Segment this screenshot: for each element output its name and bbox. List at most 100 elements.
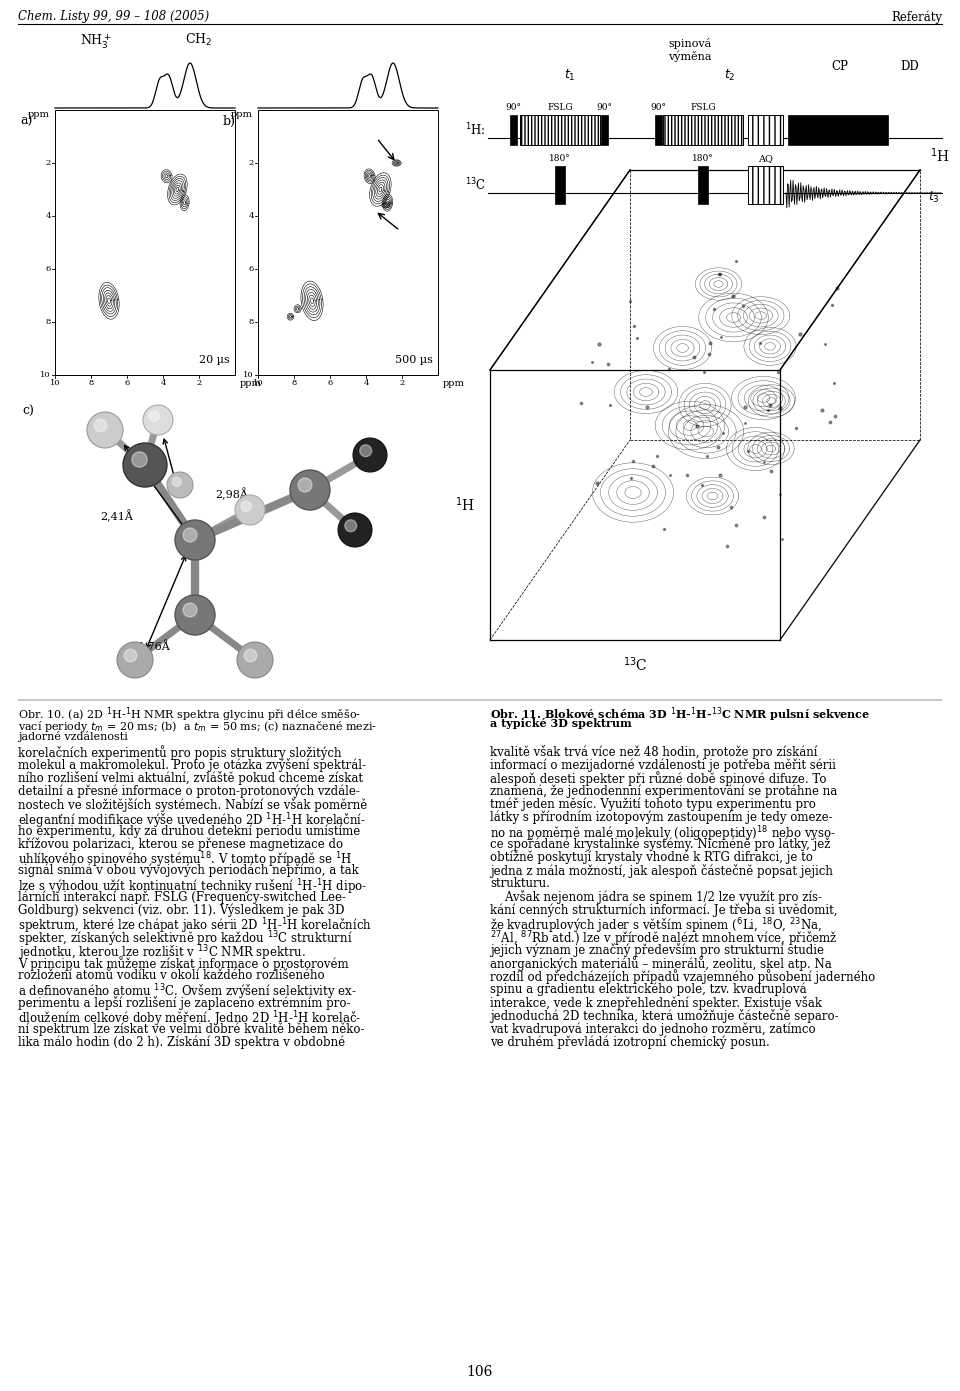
Circle shape [172,477,181,487]
Text: ppm: ppm [28,110,50,120]
Text: ve druhém převládá izotropní chemický posun.: ve druhém převládá izotropní chemický po… [490,1035,770,1049]
Point [828,277,844,299]
Text: 500 µs: 500 µs [396,355,433,364]
Point [756,506,772,529]
Text: V principu tak můžeme získat informace o prostorovém: V principu tak můžeme získat informace o… [18,956,348,971]
Point [711,263,727,285]
Text: FSLG: FSLG [547,103,573,113]
Text: 2: 2 [249,159,254,167]
Circle shape [132,452,147,467]
Text: 2,98Å: 2,98Å [215,488,248,501]
Text: Chem. Listy 99, 99 – 108 (2005): Chem. Listy 99, 99 – 108 (2005) [18,10,209,24]
Text: vací periody $t_m$ = 20 ms; (b)  a $t_m$ = 50 ms; (c) naznačené mezi-: vací periody $t_m$ = 20 ms; (b) a $t_m$ … [18,718,377,734]
Text: Obr. 10. (a) 2D $^1$H-$^1$H NMR spektra glycinu při délce směšo-: Obr. 10. (a) 2D $^1$H-$^1$H NMR spektra … [18,705,361,723]
Point [702,332,717,355]
Text: 2: 2 [399,378,404,387]
Text: NH$_3^+$: NH$_3^+$ [80,32,112,51]
Text: strukturu.: strukturu. [490,876,550,890]
Point [630,327,645,349]
Point [685,345,701,367]
Point [626,316,641,338]
Circle shape [175,520,215,561]
Point [712,263,728,285]
Point [639,396,655,419]
Text: 2: 2 [197,378,202,387]
Point [725,285,740,307]
Point [689,415,705,437]
Text: $^{27}$Al, $^{87}$Rb atd.) lze v přírodě nalézt mnohem více, přičemž: $^{27}$Al, $^{87}$Rb atd.) lze v přírodě… [490,929,838,950]
Text: 10: 10 [244,371,254,378]
Point [756,451,771,473]
Text: znamená, že jednodennní experimentování se protáhne na: znamená, že jednodennní experimentování … [490,785,837,798]
Text: 8: 8 [46,319,51,325]
Text: 180°: 180° [549,154,571,163]
Text: 90°: 90° [650,103,666,113]
Text: Referáty: Referáty [891,10,942,24]
Point [645,455,660,477]
Text: jednoduchá 2D technika, která umožňuje částečně separo-: jednoduchá 2D technika, která umožňuje č… [490,1008,839,1022]
Point [701,342,716,364]
Bar [520,115,600,145]
Text: 8: 8 [88,378,94,387]
Circle shape [290,470,330,510]
Text: 90°: 90° [505,103,521,113]
Text: AQ: AQ [757,154,773,163]
Circle shape [143,405,173,435]
Text: $t_2$: $t_2$ [724,68,735,83]
Text: ce spořádané krystalinké systémy. Nicméně pro látky, jež: ce spořádané krystalinké systémy. Nicmén… [490,837,830,851]
Text: 180°: 180° [692,154,714,163]
Bar [698,166,708,204]
Text: ní spektrum lze získat ve velmi dobré kvalitě během něko-: ní spektrum lze získat ve velmi dobré kv… [18,1022,365,1036]
Point [737,396,753,419]
Point [724,497,739,519]
Point [622,289,637,312]
Point [740,440,756,462]
Text: Goldburg) sekvenci (viz. obr. 11). Výsledkem je pak 3D: Goldburg) sekvenci (viz. obr. 11). Výsle… [18,903,345,917]
Text: FSLG: FSLG [690,103,716,113]
Text: $^1$H:: $^1$H: [466,121,486,138]
Point [817,332,832,355]
Circle shape [241,501,252,512]
Text: interakce, vede k znepřehlednění spekter. Existuje však: interakce, vede k znepřehlednění spekter… [490,996,822,1010]
Circle shape [117,643,153,677]
Text: 8: 8 [249,319,254,325]
Point [773,396,788,419]
Point [697,360,712,383]
Circle shape [338,513,372,547]
Bar [55,110,235,376]
Text: kvalitě však trvá více než 48 hodin, protože pro získání: kvalitě však trvá více než 48 hodin, pro… [490,746,817,759]
Point [737,412,753,434]
Bar [555,166,565,204]
Circle shape [298,479,312,492]
Text: rozdíl od předcházejích případů vzajemného působení jaderného: rozdíl od předcházejích případů vzajemné… [490,970,876,985]
Text: 106: 106 [467,1365,493,1378]
Bar [663,115,743,145]
Text: signál snímá v obou vývojových periodách nepřímo, a tak: signál snímá v obou vývojových periodách… [18,864,359,878]
Text: obtížně poskytují krystaly vhodné k RTG difrakci, je to: obtížně poskytují krystaly vhodné k RTG … [490,851,813,864]
Text: lika málo hodin (do 2 h). Získání 3D spektra v obdobné: lika málo hodin (do 2 h). Získání 3D spe… [18,1035,346,1049]
Text: lze s výhodou užít kontinuatní techniky rušení $^1$H-$^1$H dipo-: lze s výhodou užít kontinuatní techniky … [18,876,368,897]
Point [822,410,837,433]
Point [700,445,715,467]
Text: ppm: ppm [231,110,253,120]
Circle shape [124,650,137,662]
Text: a): a) [20,115,33,128]
Text: $t_1$: $t_1$ [564,68,576,83]
Text: perimentu a lepší rozlišení je zaplaceno extrémním pro-: perimentu a lepší rozlišení je zaplaceno… [18,996,350,1010]
Point [729,513,744,536]
Text: CH$_2$: CH$_2$ [185,32,212,49]
Text: $^{13}$C: $^{13}$C [623,655,647,673]
Point [623,467,638,490]
Text: b): b) [223,115,236,128]
Circle shape [244,650,257,662]
Text: spinu a gradientu elektrického pole, tzv. kvadruplová: spinu a gradientu elektrického pole, tzv… [490,982,806,996]
Text: 4: 4 [363,378,369,387]
Point [814,399,829,421]
Text: a definovaného atomu $^{13}$C. Ovšem zvýšení selektivity ex-: a definovaného atomu $^{13}$C. Ovšem zvý… [18,982,357,1002]
Point [602,394,617,416]
Point [792,323,807,345]
Point [713,325,729,348]
Text: kání cenných strukturních informací. Je třeba si uvědomit,: kání cenných strukturních informací. Je … [490,903,837,917]
Circle shape [345,520,357,531]
Circle shape [87,412,123,448]
